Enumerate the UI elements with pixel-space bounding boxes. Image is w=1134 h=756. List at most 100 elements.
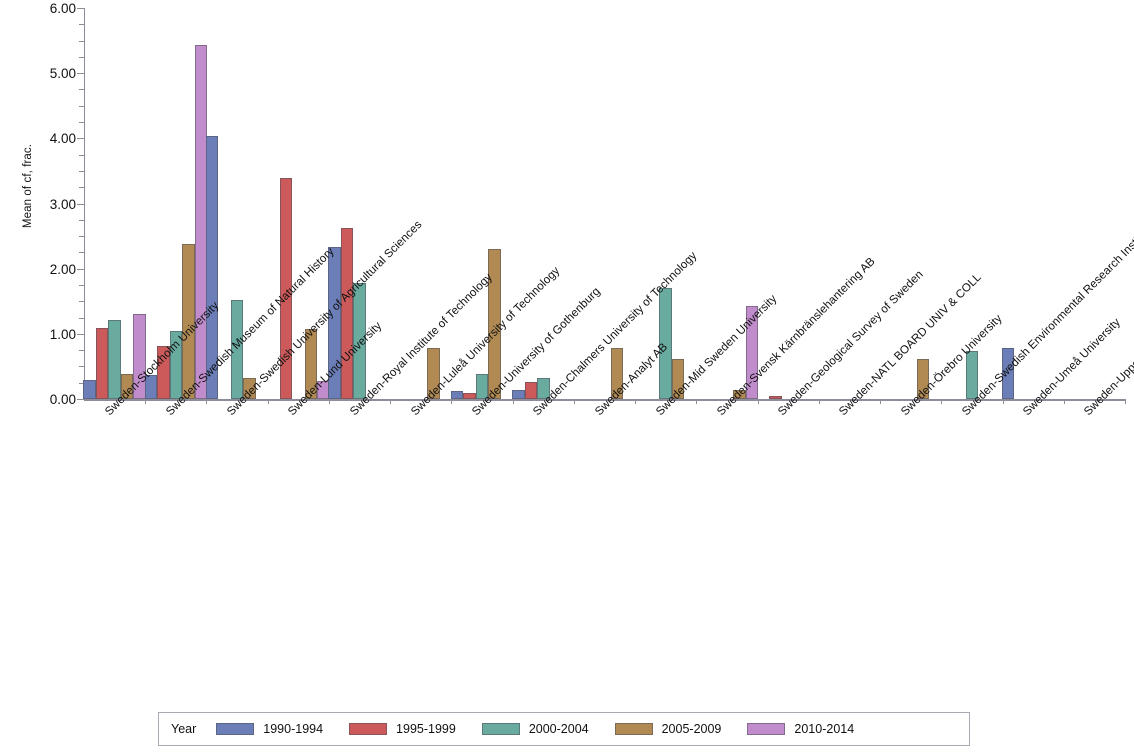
x-tick — [328, 399, 330, 404]
bar — [537, 378, 550, 399]
legend: Year 1990-1994 1995-1999 2000-2004 2005-200… — [158, 712, 970, 746]
bar — [916, 358, 930, 399]
legend-title: Year — [171, 722, 197, 736]
y-tick-minor — [79, 366, 84, 368]
bar — [488, 249, 501, 399]
x-tick — [696, 399, 698, 404]
x-tick — [267, 399, 269, 404]
plot-area — [83, 8, 1125, 399]
x-tick — [145, 399, 147, 404]
bar — [328, 246, 341, 399]
y-tick-minor — [79, 236, 84, 238]
bar — [427, 348, 440, 399]
x-tick — [573, 399, 575, 404]
y-axis-tick-label: 2.00 — [49, 261, 76, 277]
bar — [120, 373, 134, 399]
x-tick — [451, 399, 453, 404]
x-tick — [880, 399, 882, 404]
legend-item: 1995-1999 — [349, 722, 456, 736]
legend-swatch — [614, 723, 653, 735]
bar — [475, 374, 489, 399]
y-tick-minor — [79, 301, 84, 303]
y-axis-tick-label: 4.00 — [49, 131, 76, 147]
legend-label: 1990-1994 — [263, 722, 324, 736]
bar — [353, 283, 366, 399]
y-tick-minor — [79, 382, 84, 384]
y-axis-tick-label: 5.00 — [49, 66, 76, 82]
x-tick — [206, 399, 208, 404]
x-tick — [512, 399, 514, 404]
bar — [95, 327, 109, 399]
x-tick — [941, 399, 943, 404]
y-tick-minor — [79, 350, 84, 352]
legend-label: 2005-2009 — [661, 722, 722, 736]
bar — [659, 288, 672, 399]
y-tick-minor — [79, 252, 84, 254]
bar — [524, 382, 537, 399]
y-axis-tick-label: 3.00 — [49, 196, 76, 212]
bar — [144, 374, 158, 399]
bar — [243, 378, 256, 399]
x-tick — [1063, 399, 1065, 404]
y-tick-minor — [79, 105, 84, 107]
bar — [182, 243, 195, 399]
x-tick — [1125, 399, 1126, 404]
legend-swatch — [481, 723, 520, 735]
y-tick-minor — [79, 154, 84, 156]
legend-item: 2000-2004 — [481, 722, 589, 736]
y-tick-minor — [79, 24, 84, 26]
y-tick-minor — [79, 40, 84, 42]
y-axis-line — [84, 8, 85, 400]
y-tick-minor — [79, 219, 84, 221]
bar — [279, 178, 293, 399]
y-tick-major — [77, 8, 84, 9]
x-tick — [635, 399, 637, 404]
legend-label: 1995-1999 — [396, 722, 456, 736]
legend-item: 2005-2009 — [614, 722, 722, 736]
x-axis-line — [84, 399, 1125, 401]
bar — [83, 380, 96, 399]
bar — [340, 227, 354, 399]
y-tick-major — [77, 333, 84, 335]
bar — [304, 328, 318, 399]
x-tick — [818, 399, 820, 404]
bar — [169, 330, 183, 399]
y-tick-minor — [79, 89, 84, 91]
bar — [745, 305, 759, 399]
x-tick — [1002, 399, 1004, 404]
y-tick-minor — [79, 317, 84, 319]
legend-swatch — [349, 723, 388, 735]
y-tick-minor — [79, 122, 84, 124]
x-tick — [757, 399, 759, 404]
y-tick-major — [77, 203, 84, 205]
bar — [450, 390, 464, 399]
bar — [733, 389, 746, 399]
bar — [133, 314, 146, 399]
y-tick-major — [77, 138, 84, 140]
legend-label: 2010-2014 — [794, 722, 855, 736]
y-tick-minor — [79, 56, 84, 58]
y-tick-major — [77, 268, 84, 270]
bar — [512, 389, 525, 399]
bar — [769, 395, 782, 399]
y-tick-minor — [79, 284, 84, 286]
bar — [463, 393, 476, 399]
bar — [671, 358, 685, 399]
bar — [230, 299, 244, 399]
y-axis-tick-label: 6.00 — [49, 1, 76, 16]
y-axis-tick-label: 0.00 — [49, 392, 76, 407]
bar — [965, 350, 979, 399]
bar — [1001, 348, 1015, 399]
bar — [205, 136, 219, 399]
y-tick-major — [77, 399, 84, 400]
y-tick-minor — [79, 187, 84, 189]
bar — [157, 346, 170, 399]
y-axis-tick-label: 1.00 — [49, 326, 76, 342]
legend-item: 2010-2014 — [747, 722, 854, 736]
legend-label: 2000-2004 — [528, 722, 589, 736]
y-tick-major — [77, 73, 84, 75]
legend-swatch — [216, 723, 255, 735]
bar — [610, 348, 624, 399]
legend-swatch — [747, 723, 786, 735]
